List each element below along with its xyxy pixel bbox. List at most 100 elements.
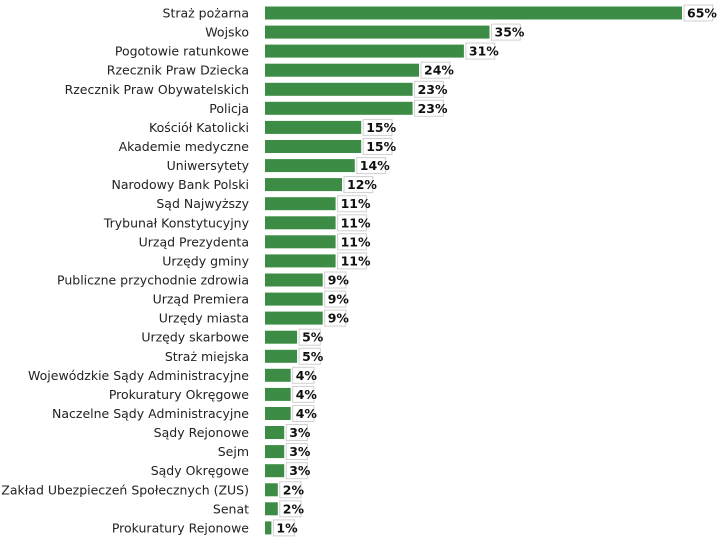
- value-label: 4%: [296, 368, 318, 383]
- value-label: 2%: [283, 501, 305, 516]
- category-label: Urzędy skarbowe: [141, 330, 249, 345]
- bar: [265, 387, 291, 401]
- value-label: 3%: [289, 444, 311, 459]
- value-label-box: [324, 271, 347, 289]
- value-label: 23%: [418, 82, 448, 97]
- value-label-box: [337, 214, 367, 232]
- category-label: Straż pożarna: [163, 6, 249, 21]
- value-label-box: [362, 118, 393, 136]
- bar: [265, 368, 291, 382]
- bar: [265, 197, 336, 211]
- value-label-box: [279, 481, 302, 499]
- category-label: Zakład Ubezpieczeń Społecznych (ZUS): [1, 482, 249, 497]
- value-label: 9%: [328, 292, 350, 307]
- value-label-box: [337, 195, 367, 213]
- value-label-box: [285, 462, 308, 480]
- bar: [265, 178, 342, 192]
- category-label: Rzecznik Praw Obywatelskich: [65, 82, 249, 97]
- bar: [265, 44, 464, 58]
- bar: [265, 521, 272, 535]
- category-label: Sejm: [218, 444, 249, 459]
- bar: [265, 254, 336, 268]
- value-label: 14%: [360, 158, 390, 173]
- category-label: Trybunał Konstytucyjny: [103, 215, 250, 230]
- bar: [265, 445, 285, 459]
- value-label: 15%: [366, 139, 396, 154]
- category-label: Prokuratury Rejonowe: [112, 520, 249, 535]
- value-label: 15%: [366, 120, 396, 135]
- value-label: 4%: [296, 387, 318, 402]
- category-label: Senat: [213, 501, 249, 516]
- value-label: 11%: [341, 234, 371, 249]
- value-label-box: [414, 99, 444, 117]
- bar: [265, 101, 413, 115]
- bar: [265, 273, 323, 287]
- bar: [265, 426, 285, 439]
- value-label-box: [292, 405, 315, 422]
- bar: [265, 216, 336, 230]
- value-label-box: [324, 309, 347, 327]
- category-label: Naczelne Sądy Administracyjne: [52, 406, 249, 421]
- bar: [265, 349, 298, 363]
- value-label: 35%: [495, 25, 525, 40]
- category-label: Uniwersytety: [167, 158, 250, 173]
- category-label: Kościół Katolicki: [149, 120, 249, 135]
- bar: [265, 483, 278, 497]
- value-label-box: [272, 519, 296, 537]
- category-label: Urząd Premiera: [153, 292, 249, 307]
- category-label: Publiczne przychodnie zdrowia: [57, 272, 249, 287]
- value-label: 4%: [296, 406, 318, 421]
- bar: [265, 120, 362, 134]
- bar: [265, 63, 419, 77]
- value-label-box: [465, 42, 496, 60]
- category-label: Urzędy miasta: [159, 311, 249, 326]
- category-label: Urząd Prezydenta: [139, 234, 249, 249]
- bar: [265, 292, 323, 306]
- category-label: Sąd Najwyższy: [156, 196, 249, 211]
- value-label: 3%: [289, 463, 311, 478]
- value-label-box: [337, 233, 367, 251]
- value-label-box: [292, 385, 315, 403]
- value-label: 24%: [424, 63, 454, 78]
- bar: [265, 159, 355, 173]
- value-label: 65%: [687, 6, 717, 21]
- bar: [265, 25, 490, 39]
- category-label: Narodowy Bank Polski: [111, 177, 249, 192]
- value-label-box: [337, 252, 367, 270]
- value-label: 11%: [341, 215, 371, 230]
- value-label: 23%: [418, 101, 448, 116]
- value-label-box: [362, 138, 393, 155]
- category-label: Sądy Okręgowe: [151, 463, 250, 478]
- value-label-box: [298, 347, 321, 365]
- bar: [265, 464, 285, 478]
- bar: [265, 6, 682, 20]
- value-label: 5%: [302, 349, 324, 364]
- bar: [265, 502, 278, 516]
- bar: [265, 407, 291, 420]
- category-label: Straż miejska: [165, 349, 249, 364]
- bar: [265, 140, 362, 153]
- value-label-box: [414, 80, 444, 98]
- value-label: 1%: [276, 520, 298, 535]
- value-label-box: [298, 328, 321, 346]
- value-label: 9%: [328, 273, 350, 288]
- category-label: Wojewódzkie Sądy Administracyjne: [28, 368, 249, 383]
- value-label: 12%: [347, 177, 377, 192]
- value-label-box: [285, 424, 308, 441]
- value-label: 3%: [289, 425, 311, 440]
- value-label: 9%: [328, 311, 350, 326]
- value-label: 11%: [341, 253, 371, 268]
- value-label-box: [683, 4, 714, 22]
- value-label-box: [324, 290, 347, 308]
- category-label: Urzędy gminy: [162, 253, 249, 268]
- category-label: Policja: [209, 101, 249, 116]
- value-label-box: [285, 443, 308, 461]
- value-label-box: [491, 23, 521, 41]
- bar: [265, 82, 413, 96]
- value-label: 11%: [341, 196, 371, 211]
- category-label: Prokuratury Okręgowe: [109, 387, 249, 402]
- value-label-box: [420, 61, 451, 79]
- bar: [265, 330, 298, 344]
- value-label: 31%: [469, 44, 499, 59]
